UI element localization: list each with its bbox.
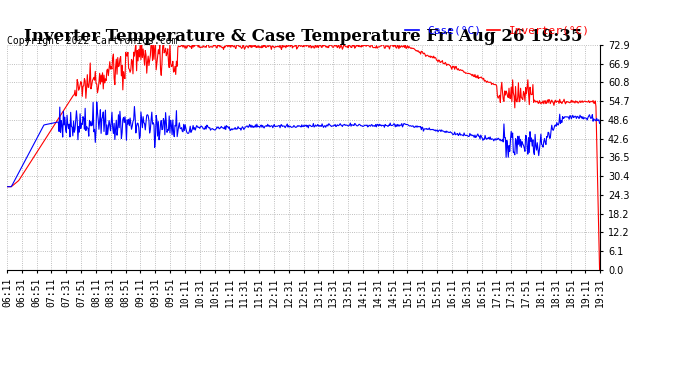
Title: Inverter Temperature & Case Temperature Fri Aug 26 19:35: Inverter Temperature & Case Temperature …: [24, 28, 583, 45]
Text: Copyright 2022 Cartronics.com: Copyright 2022 Cartronics.com: [7, 36, 177, 46]
Legend: Case(°C), Inverter(°C): Case(°C), Inverter(°C): [401, 21, 595, 40]
